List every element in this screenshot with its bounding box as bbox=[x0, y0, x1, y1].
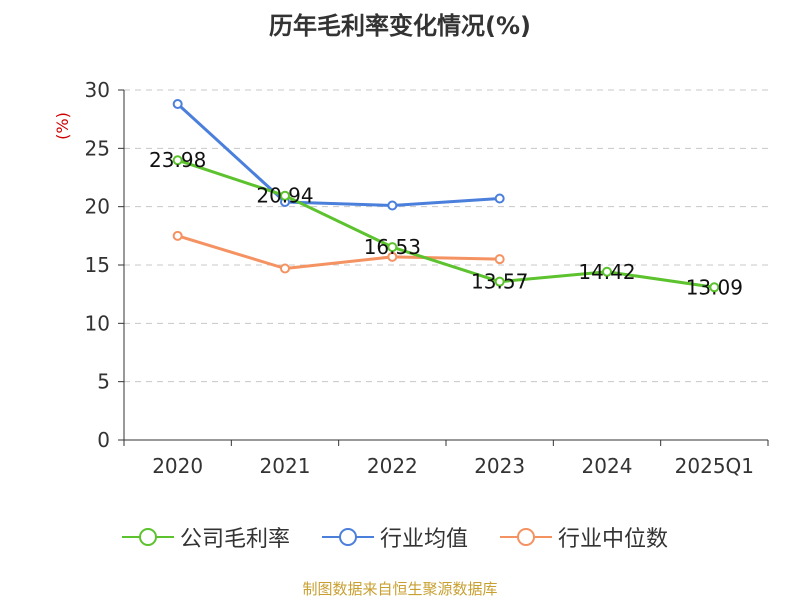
data-source-note: 制图数据来自恒生聚源数据库 bbox=[302, 580, 498, 598]
legend-label-industry-median: 行业中位数 bbox=[558, 527, 669, 552]
series-2-point-2021 bbox=[280, 263, 290, 274]
x-tick-label-2022: 2022 bbox=[367, 454, 418, 478]
x-tick-label-2020: 2020 bbox=[152, 454, 203, 478]
series-line-1 bbox=[176, 102, 500, 207]
series-1-point-2020 bbox=[172, 99, 183, 109]
x-tick-label-2023: 2023 bbox=[474, 454, 525, 478]
chart-title: 历年毛利率变化情况(%) bbox=[269, 12, 531, 40]
legend-marker-industry-median bbox=[500, 528, 552, 546]
series-1-point-2023 bbox=[494, 193, 505, 204]
y-tick-label-30: 30 bbox=[85, 78, 110, 102]
series-0-point-2024 bbox=[602, 266, 612, 277]
series-1-point-2022 bbox=[387, 200, 398, 211]
series-0-point-2023 bbox=[494, 276, 505, 287]
data-label-2023: 13.57 bbox=[471, 270, 528, 294]
series-2-point-2022 bbox=[387, 251, 398, 262]
y-tick-label-0: 0 bbox=[97, 428, 110, 452]
line-chart: 0 5 10 15 20 25 30 2020 2021 2022 2023 2024 2025Q1 (%… bbox=[53, 78, 769, 478]
data-label-2025Q1: 13.09 bbox=[686, 275, 743, 299]
data-label-2024: 14.42 bbox=[578, 260, 635, 284]
series-2-point-2023 bbox=[494, 254, 505, 265]
y-tick-label-15: 15 bbox=[85, 253, 110, 277]
series-0-point-2020 bbox=[172, 155, 183, 166]
x-tick-label-2025Q1: 2025Q1 bbox=[675, 454, 754, 478]
series-0-point-2022 bbox=[387, 242, 398, 253]
x-tick-label-2024: 2024 bbox=[582, 454, 633, 478]
series-line-0 bbox=[177, 158, 715, 289]
y-tick-label-10: 10 bbox=[85, 311, 110, 335]
x-tick-label-2021: 2021 bbox=[260, 454, 311, 478]
y-axis-label: (%) bbox=[53, 112, 72, 140]
legend-item-company[interactable]: 公司毛利率 bbox=[122, 520, 290, 554]
legend-marker-company bbox=[122, 528, 174, 546]
series-line-2 bbox=[177, 234, 500, 270]
legend-label-industry-mean: 行业均值 bbox=[380, 527, 469, 552]
data-label-2021: 20.94 bbox=[256, 184, 313, 208]
series-0-point-2021 bbox=[280, 190, 290, 201]
y-tick-label-25: 25 bbox=[85, 136, 110, 160]
y-tick-label-5: 5 bbox=[97, 370, 110, 394]
legend-item-industry-median[interactable]: 行业中位数 bbox=[500, 520, 668, 554]
series-0-point-2025Q1 bbox=[709, 282, 720, 293]
y-tick-label-20: 20 bbox=[85, 195, 110, 219]
data-label-2022: 16.53 bbox=[364, 235, 421, 259]
chart-legend: 公司毛利率 行业均值 行业中位数 bbox=[0, 520, 800, 554]
series-2-point-2020 bbox=[172, 230, 183, 241]
data-label-2020: 23.98 bbox=[149, 148, 206, 172]
legend-marker-industry-mean bbox=[322, 528, 374, 546]
legend-label-company: 公司毛利率 bbox=[180, 527, 291, 552]
legend-item-industry-mean[interactable]: 行业均值 bbox=[322, 520, 468, 554]
